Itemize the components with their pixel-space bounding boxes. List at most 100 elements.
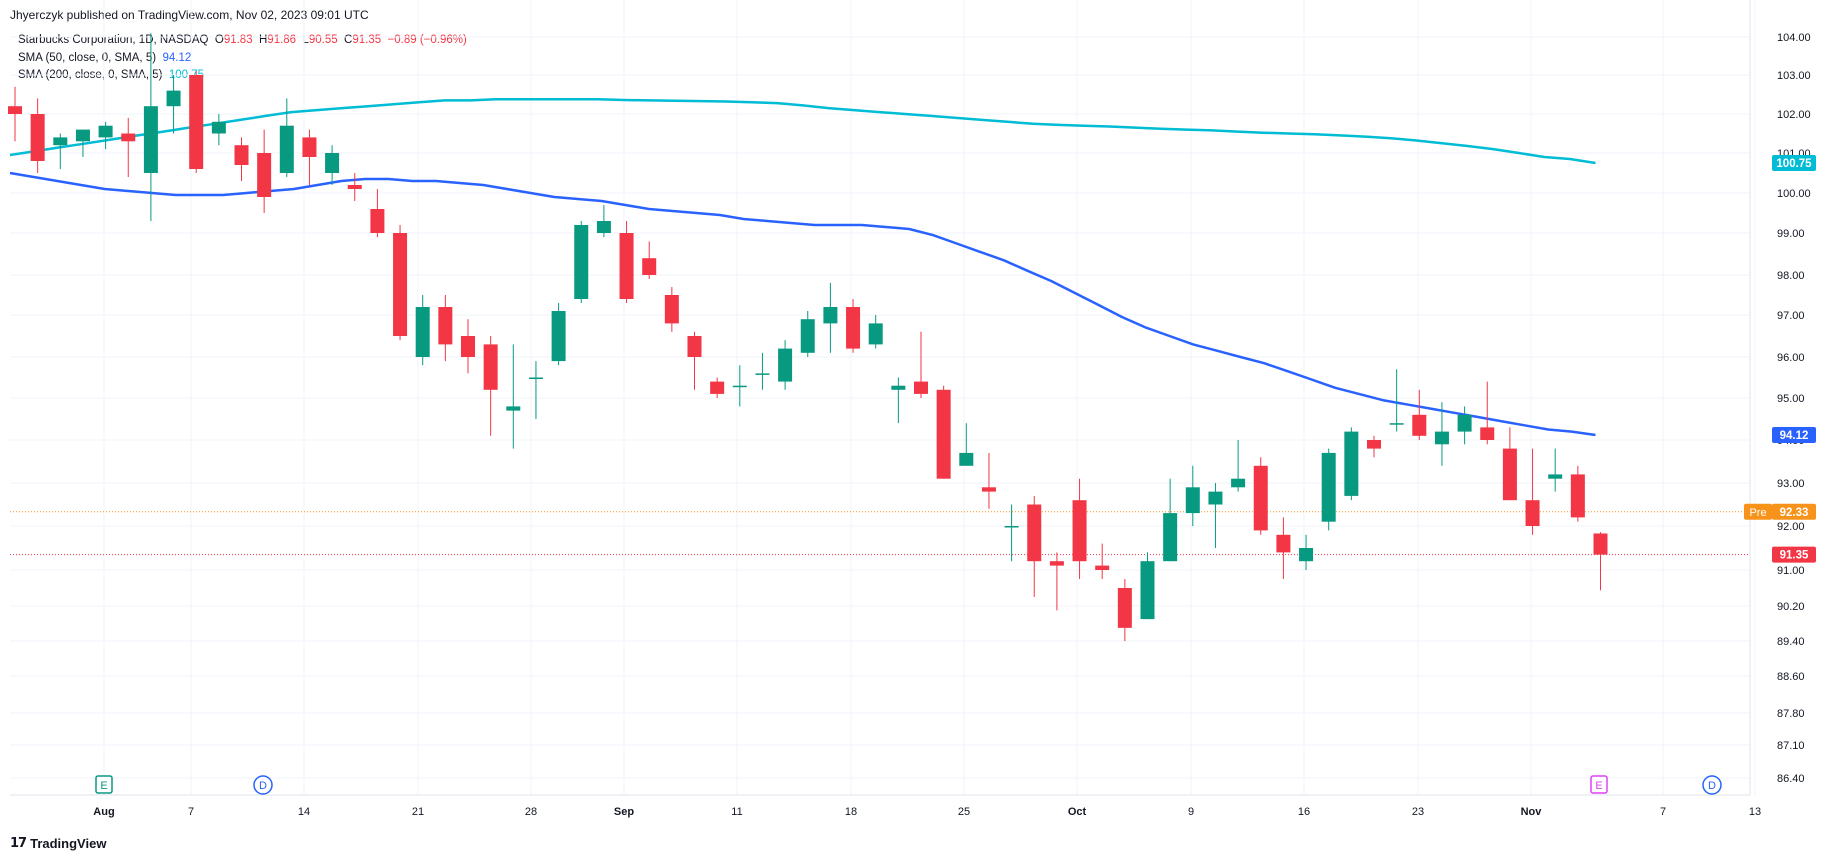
candle-body	[1389, 423, 1404, 425]
candle-body	[98, 125, 113, 138]
candle-body	[302, 137, 317, 157]
y-tick-label: 95.00	[1777, 393, 1805, 405]
candle-body	[642, 258, 657, 275]
candle	[823, 283, 838, 353]
candle-body	[1117, 588, 1132, 628]
sma50-legend[interactable]: SMA (50, close, 0, SMA, 5) 94.12	[18, 50, 191, 66]
candle	[257, 129, 272, 213]
close-label: C	[344, 34, 353, 46]
publisher-credit: Jhyerczyk published on TradingView.com, …	[10, 8, 369, 22]
candle	[1321, 448, 1336, 531]
chart-axes	[10, 0, 1751, 796]
candle	[1525, 448, 1540, 535]
candle-body	[415, 307, 430, 357]
candle-body	[914, 381, 928, 394]
marker-letter: E	[100, 780, 107, 792]
tradingview-logo-icon: 𝟭𝟳	[10, 835, 27, 850]
price-tag	[1772, 426, 1816, 443]
candle-body	[279, 125, 294, 173]
candle	[664, 287, 679, 332]
candle	[1253, 457, 1268, 535]
candle-body	[1593, 533, 1608, 555]
candle-body	[8, 106, 22, 114]
candle	[551, 303, 566, 366]
y-tick-label: 103.00	[1777, 70, 1811, 82]
candle-body	[166, 90, 181, 107]
candle	[347, 173, 362, 201]
candle	[166, 75, 181, 134]
y-tick-label: 87.10	[1777, 740, 1805, 752]
candle-body	[891, 385, 906, 390]
candle	[846, 299, 861, 353]
candle-body	[483, 344, 498, 390]
candle-body	[1004, 526, 1019, 528]
marker-frame	[253, 775, 273, 795]
candle	[687, 331, 702, 390]
price-tag-text: 100.75	[1776, 158, 1812, 170]
x-tick-label: 16	[1298, 806, 1310, 818]
candle-body	[981, 487, 996, 492]
candle	[1593, 532, 1608, 591]
price-tag-text: 94.12	[1780, 430, 1809, 442]
candle-body	[846, 307, 861, 349]
candle-body	[596, 221, 611, 233]
candle	[1570, 465, 1585, 522]
pre-price-label: Pre 92.33	[1744, 503, 1816, 520]
x-tick-label: 11	[731, 806, 742, 818]
candle	[1208, 483, 1223, 548]
y-tick-label: 86.40	[1777, 773, 1805, 785]
candle	[393, 225, 408, 341]
x-tick-label: 14	[298, 806, 310, 818]
candle-body	[370, 209, 385, 233]
price-tag-text: 92.33	[1780, 507, 1809, 519]
candle-body	[1049, 561, 1064, 566]
last-price-label: 91.35	[1772, 546, 1816, 563]
candle-body	[1548, 474, 1563, 479]
y-tick-label: 99.00	[1777, 228, 1805, 240]
candle	[1004, 504, 1019, 562]
y-tick-label: 90.20	[1777, 601, 1805, 613]
candle	[143, 33, 158, 221]
candle	[8, 86, 22, 142]
candle	[1299, 534, 1314, 570]
candle	[936, 385, 951, 479]
candle	[800, 311, 815, 357]
candle-body	[347, 185, 362, 189]
candle-body	[1276, 534, 1291, 553]
candle-body	[121, 133, 136, 142]
sma200-price-label: 100.75	[1772, 155, 1816, 171]
candle	[1027, 495, 1042, 597]
tradingview-brand[interactable]: 𝟭𝟳 TradingView	[10, 835, 106, 851]
candle	[732, 365, 747, 407]
candle-body	[1480, 427, 1495, 440]
sma50-legend-value: 94.12	[162, 52, 192, 64]
earnings-marker-icon: E	[95, 775, 113, 794]
y-tick-label: 96.00	[1777, 352, 1805, 364]
candle-body	[1027, 504, 1042, 562]
candle	[619, 221, 634, 303]
candle	[914, 331, 928, 398]
candle	[1231, 440, 1246, 492]
price-tag	[1772, 546, 1816, 563]
candle-body	[30, 114, 45, 161]
candle	[778, 340, 793, 390]
candle-body	[257, 153, 272, 197]
candle-body	[143, 106, 158, 173]
candle	[121, 117, 136, 177]
candle	[279, 98, 294, 177]
candle-body	[1344, 431, 1359, 496]
x-tick-label: 9	[1188, 806, 1194, 818]
price-tag	[1772, 503, 1816, 520]
candle	[302, 129, 317, 185]
candle-body	[1299, 548, 1314, 562]
candle	[1457, 406, 1472, 445]
candle	[53, 133, 68, 169]
x-tick-label: 21	[412, 806, 424, 818]
candle	[1276, 517, 1291, 579]
candle	[1140, 552, 1155, 620]
x-tick-label: 7	[1660, 806, 1666, 818]
candle	[1367, 435, 1381, 458]
open-label: O	[214, 34, 224, 46]
